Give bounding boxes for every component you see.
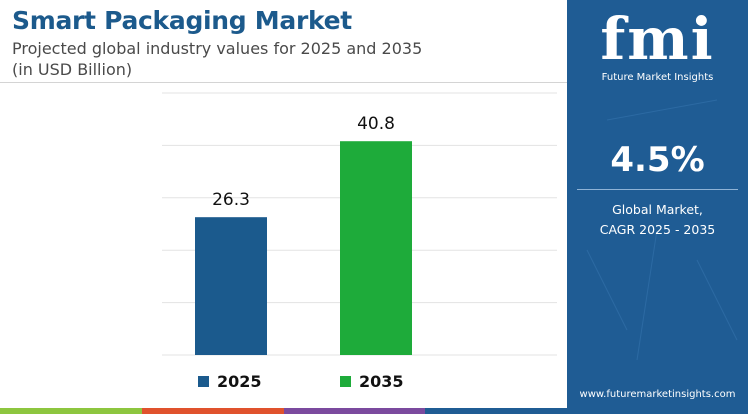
side-panel: fmi Future Market Insights 4.5% Global M… <box>567 0 748 414</box>
header-divider <box>0 82 567 83</box>
logo-subtitle: Future Market Insights <box>601 72 714 83</box>
chart-legend: 2025 2035 <box>0 372 567 400</box>
subtitle-line-2: (in USD Billion) <box>12 60 133 79</box>
bar-chart: 26.3 40.8 <box>162 92 557 356</box>
legend-label-2035: 2035 <box>359 372 404 391</box>
panel-texture <box>586 99 738 361</box>
legend-item-2035: 2035 <box>340 372 404 391</box>
bar-2025 <box>195 217 267 355</box>
cagr-divider <box>577 189 738 190</box>
cagr-label-line-2: CAGR 2025 - 2035 <box>599 222 716 237</box>
cagr-label-line-1: Global Market, <box>612 202 703 217</box>
chart-title: Smart Packaging Market <box>12 6 352 35</box>
chart-subtitle: Projected global industry values for 202… <box>12 38 422 80</box>
data-label-2025: 26.3 <box>212 190 250 210</box>
fmi-logo: fmi <box>600 5 715 73</box>
strip-segment <box>283 408 426 414</box>
strip-segment <box>425 408 567 414</box>
cagr-value: 4.5% <box>610 140 705 180</box>
legend-swatch-2025 <box>198 376 209 387</box>
legend-label-2025: 2025 <box>217 372 262 391</box>
data-label-2035: 40.8 <box>357 114 395 134</box>
bar-2035 <box>340 141 412 355</box>
strip-segment <box>0 408 142 414</box>
legend-item-2025: 2025 <box>198 372 262 391</box>
subtitle-line-1: Projected global industry values for 202… <box>12 39 423 58</box>
cagr-label: Global Market, CAGR 2025 - 2035 <box>567 200 748 240</box>
strip-segment <box>141 408 284 414</box>
bottom-color-strip <box>0 408 567 414</box>
website-link[interactable]: www.futuremarketinsights.com <box>579 389 736 400</box>
legend-swatch-2035 <box>340 376 351 387</box>
